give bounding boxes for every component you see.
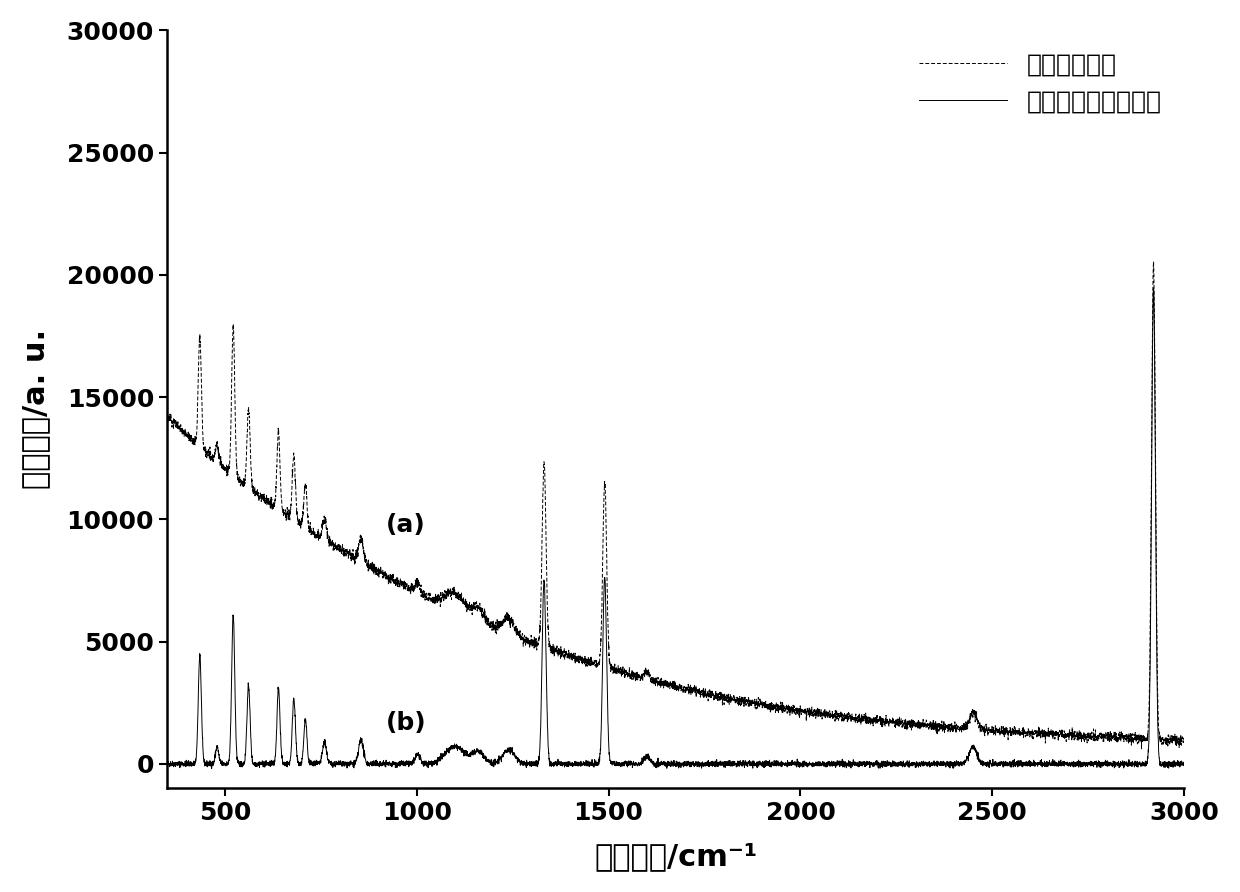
原始拉曼光谱: [402, 580, 417, 591]
基线校正后拉曼光谱: [396, 759, 410, 770]
基线校正后拉曼光谱: [615, 757, 630, 768]
原始拉曼光谱: [543, 640, 558, 650]
基线校正后拉曼光谱: [1169, 757, 1184, 768]
原始拉曼光谱: [160, 412, 175, 423]
Text: (a): (a): [386, 513, 425, 537]
基线校正后拉曼光谱: [407, 755, 422, 765]
原始拉曼光谱: [1177, 736, 1192, 747]
原始拉曼光谱: [615, 662, 630, 673]
基线校正后拉曼光谱: [543, 756, 558, 767]
原始拉曼光谱: [396, 582, 410, 592]
Line: 基线校正后拉曼光谱: 基线校正后拉曼光谱: [167, 288, 1184, 769]
Legend: 原始拉曼光谱, 基线校正后拉曼光谱: 原始拉曼光谱, 基线校正后拉曼光谱: [909, 43, 1172, 123]
原始拉曼光谱: [1135, 743, 1149, 754]
原始拉曼光谱: [1146, 256, 1161, 267]
原始拉曼光谱: [1169, 740, 1184, 751]
基线校正后拉曼光谱: [160, 758, 175, 769]
X-axis label: 拉曼位移/cm⁻¹: 拉曼位移/cm⁻¹: [594, 842, 758, 871]
Line: 原始拉曼光谱: 原始拉曼光谱: [167, 261, 1184, 748]
Text: (b): (b): [386, 711, 427, 735]
原始拉曼光谱: [407, 585, 422, 596]
基线校正后拉曼光谱: [402, 756, 417, 766]
基线校正后拉曼光谱: [1177, 760, 1192, 771]
基线校正后拉曼光谱: [205, 764, 219, 774]
基线校正后拉曼光谱: [1146, 283, 1161, 293]
Y-axis label: 拉曼强度/a. u.: 拉曼强度/a. u.: [21, 329, 50, 490]
